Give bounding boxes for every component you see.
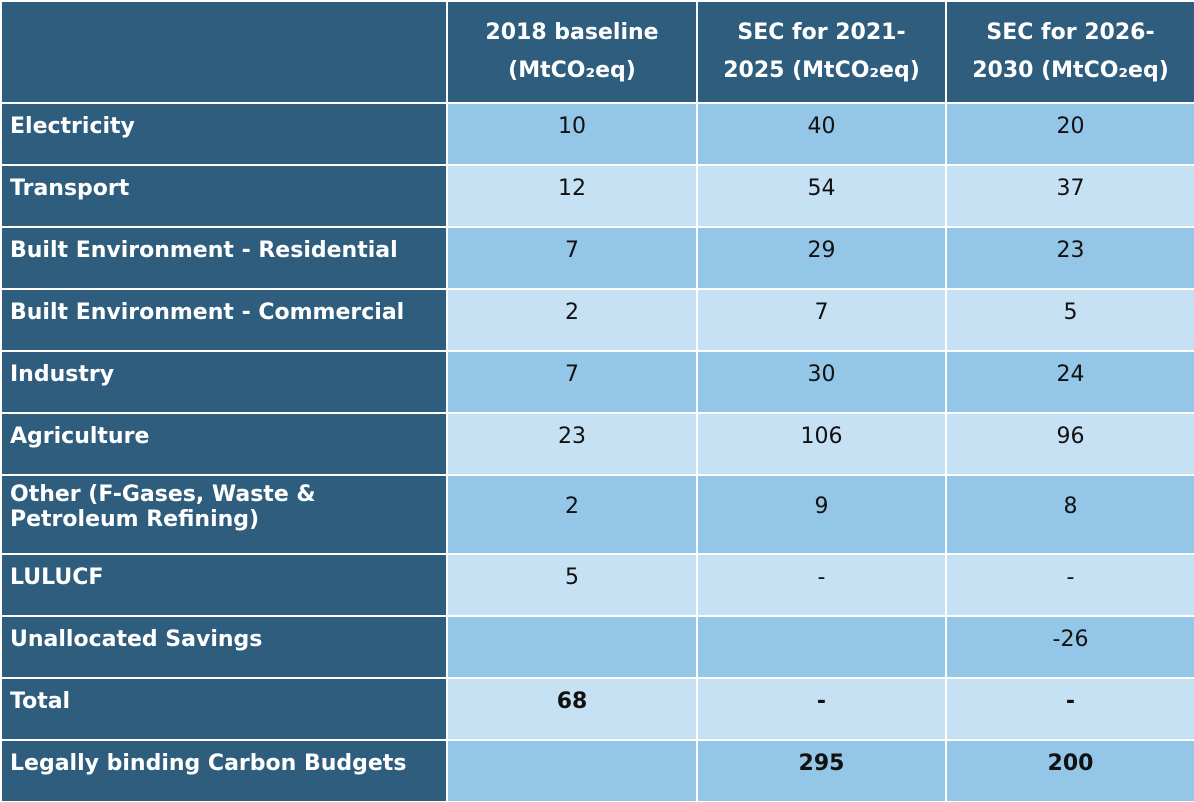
value-cell: 8 (945, 474, 1194, 555)
value-cell: 295 (696, 739, 947, 802)
value-cell: 40 (696, 102, 947, 166)
row-label: LULUCF (0, 553, 448, 617)
value-cell: 20 (945, 102, 1194, 166)
value-cell: 10 (446, 102, 698, 166)
value-cell: 29 (696, 226, 947, 290)
table-row: Unallocated Savings -26 (0, 615, 1194, 679)
value-cell: 12 (446, 164, 698, 228)
table-row: Other (F-Gases, Waste & Petroleum Refini… (0, 474, 1194, 555)
row-label: Agriculture (0, 412, 448, 476)
value-cell: 200 (945, 739, 1194, 802)
table-row: LULUCF 5- - (0, 553, 1194, 617)
value-cell (446, 739, 698, 802)
value-cell: - (945, 677, 1194, 741)
value-cell: 23 (446, 412, 698, 476)
table-header: 2018 baseline (MtCO₂eq) SEC for 2021-202… (0, 0, 1194, 104)
row-label: Transport (0, 164, 448, 228)
header-row: 2018 baseline (MtCO₂eq) SEC for 2021-202… (0, 0, 1194, 104)
row-label: Unallocated Savings (0, 615, 448, 679)
value-cell: 7 (696, 288, 947, 352)
row-label: Built Environment - Residential (0, 226, 448, 290)
value-cell: 5 (945, 288, 1194, 352)
value-cell (446, 615, 698, 679)
value-cell: 5 (446, 553, 698, 617)
table-row: Built Environment - Residential 7 29 23 (0, 226, 1194, 290)
value-cell: - (696, 677, 947, 741)
row-label: Industry (0, 350, 448, 414)
value-cell: 23 (945, 226, 1194, 290)
value-cell: 9 (696, 474, 947, 555)
table-row: Legally binding Carbon Budgets 295 200 (0, 739, 1194, 802)
value-cell: - (945, 553, 1194, 617)
table-row: Electricity 10 40 20 (0, 102, 1194, 166)
corner-cell (0, 0, 448, 104)
value-cell (696, 615, 947, 679)
column-header: 2018 baseline (MtCO₂eq) (446, 0, 698, 104)
row-label: Legally binding Carbon Budgets (0, 739, 448, 802)
value-cell: 68 (446, 677, 698, 741)
value-cell: 2 (446, 474, 698, 555)
row-label: Total (0, 677, 448, 741)
value-cell: 24 (945, 350, 1194, 414)
column-header: SEC for 2026-2030 (MtCO₂eq) (945, 0, 1194, 104)
table-row: Agriculture 23 106 96 (0, 412, 1194, 476)
column-header: SEC for 2021-2025 (MtCO₂eq) (696, 0, 947, 104)
table-row: Industry 7 30 24 (0, 350, 1194, 414)
value-cell: -26 (945, 615, 1194, 679)
value-cell: 37 (945, 164, 1194, 228)
table-body: Electricity 10 40 20 Transport 12 54 37 Built En… (0, 102, 1194, 802)
value-cell: 7 (446, 350, 698, 414)
table-row: Transport 12 54 37 (0, 164, 1194, 228)
value-cell: 7 (446, 226, 698, 290)
value-cell: 2 (446, 288, 698, 352)
value-cell: - (696, 553, 947, 617)
value-cell: 54 (696, 164, 947, 228)
table-row: Built Environment - Commercial 2 7 5 (0, 288, 1194, 352)
row-label: Other (F-Gases, Waste & Petroleum Refini… (0, 474, 448, 555)
row-label: Electricity (0, 102, 448, 166)
value-cell: 106 (696, 412, 947, 476)
row-label: Built Environment - Commercial (0, 288, 448, 352)
value-cell: 30 (696, 350, 947, 414)
value-cell: 96 (945, 412, 1194, 476)
table-row: Total 68- - (0, 677, 1194, 741)
